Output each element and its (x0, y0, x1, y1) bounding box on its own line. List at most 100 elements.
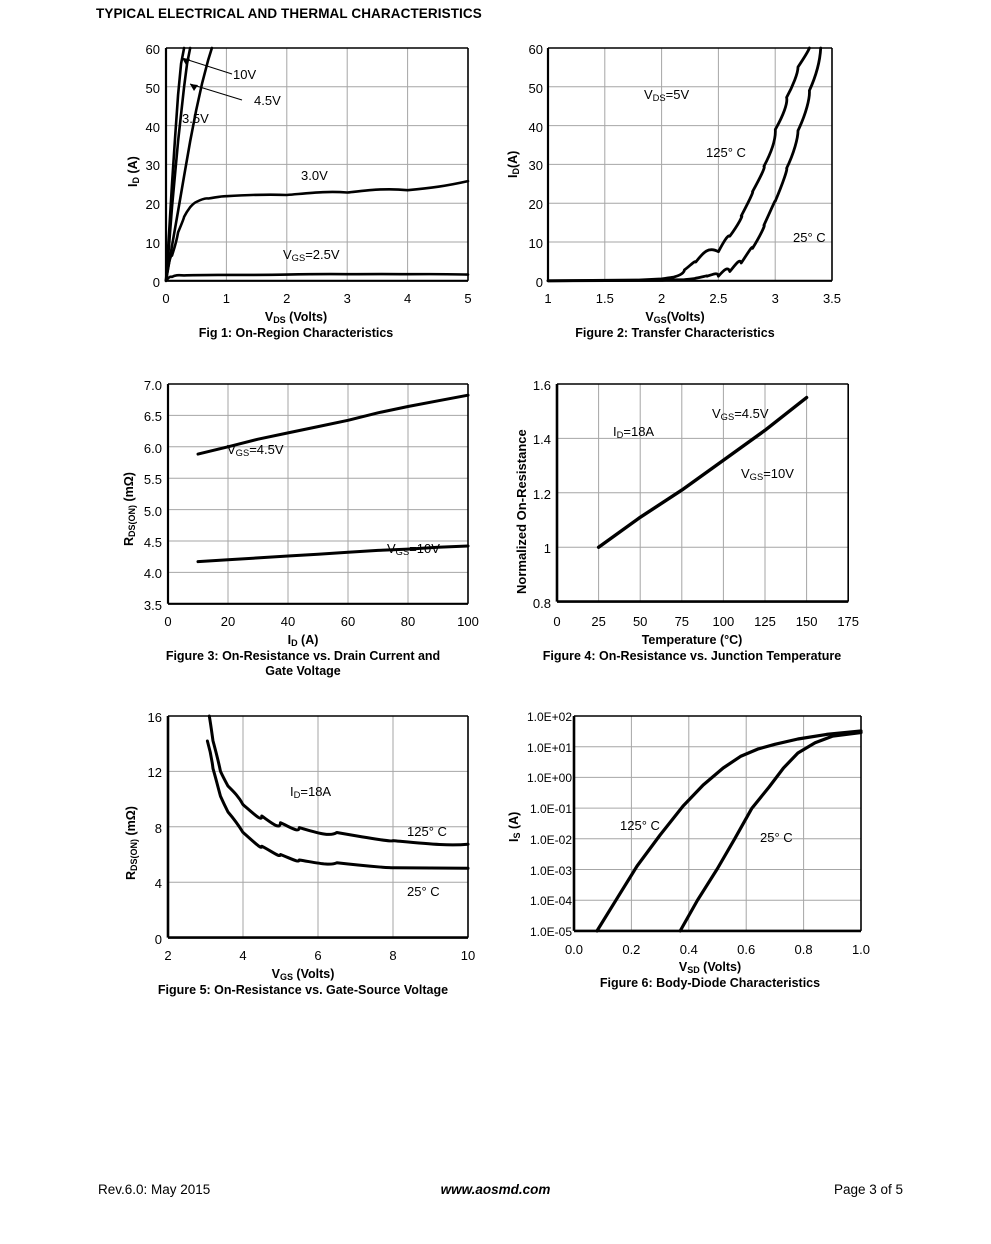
fig2-ytick-50: 50 (528, 80, 543, 96)
fig1-annot-10v: 10V (233, 67, 257, 82)
fig6-ytick-1e0: 1.0E+00 (526, 771, 572, 786)
fig2-ytick-10: 10 (528, 236, 543, 251)
fig2-annot-vds-5v: VDS=5V (644, 87, 690, 104)
fig2-caption: Figure 2: Transfer Characteristics (575, 326, 775, 340)
fig1-ytick-40: 40 (145, 119, 160, 135)
fig1-x-axis-title: VDS (Volts) (264, 310, 328, 325)
fig2-xtick-1: 1 (544, 291, 552, 306)
fig3-annot-vgs-4p5v: VGS=4.5V (227, 442, 284, 459)
fig4-xtick-50: 50 (632, 614, 648, 629)
fig1-ytick-10: 10 (145, 236, 160, 251)
figure-5-on-resistance-vs-gate-source-voltage: 16 12 8 4 0 2 4 6 8 10 RDS(ON) (mΩ) ID=1… (120, 700, 500, 1010)
fig4-plot (555, 383, 850, 603)
fig3-ytick-6p0: 6.0 (143, 440, 162, 456)
fig5-x-axis-title: VGS (Volts) (271, 967, 335, 982)
fig6-xtick-0p4: 0.4 (679, 942, 698, 957)
fig5-xtick-8: 8 (389, 948, 397, 963)
fig3-ytick-5p5: 5.5 (143, 472, 162, 488)
fig1-annot-3p5v: 3.5V (182, 111, 209, 126)
fig5-ytick-16: 16 (147, 710, 162, 725)
fig6-xtick-0p2: 0.2 (622, 942, 641, 957)
fig2-ytick-40: 40 (528, 119, 543, 135)
fig1-curve-3p5v (164, 46, 214, 283)
fig5-xtick-6: 6 (314, 948, 322, 963)
fig5-annot-id-18a: ID=18A (290, 784, 332, 801)
fig2-annot-25c: 25° C (793, 230, 826, 245)
fig1-caption: Fig 1: On-Region Characteristics (198, 326, 394, 340)
fig4-annot-id-18a: ID=18A (613, 424, 655, 441)
fig3-y-axis-title: RDS(ON) (mΩ) (122, 472, 137, 546)
fig3-xtick-0: 0 (164, 614, 172, 629)
fig4-ytick-0p8: 0.8 (532, 595, 551, 611)
fig5-xtick-4: 4 (239, 948, 247, 963)
fig1-annot-vgs-2p5v: VGS=2.5V (283, 247, 340, 264)
fig5-caption: Figure 5: On-Resistance vs. Gate-Source … (157, 983, 449, 997)
fig5-ytick-4: 4 (154, 876, 162, 892)
fig1-xtick-2: 2 (283, 291, 291, 306)
fig3-curve-vgs-10v (196, 544, 470, 564)
footer-website-link[interactable]: www.aosmd.com (440, 1182, 551, 1197)
fig4-xtick-175: 175 (837, 614, 860, 629)
fig2-xtick-1p5: 1.5 (595, 291, 614, 306)
fig3-xtick-100: 100 (457, 614, 479, 629)
fig6-caption: Figure 6: Body-Diode Characteristics (599, 976, 821, 990)
fig3-ytick-4p0: 4.0 (143, 566, 162, 582)
fig1-ytick-20: 20 (145, 197, 160, 213)
fig2-xtick-2: 2 (657, 291, 666, 306)
fig5-ytick-12: 12 (147, 765, 162, 781)
footer-revision: Rev.6.0: May 2015 (98, 1182, 211, 1197)
fig5-curve-125c (207, 714, 470, 847)
figure-6-body-diode-characteristics: 1.0E+02 1.0E+01 1.0E+00 1.0E-01 1.0E-02 … (505, 700, 895, 1010)
fig4-xtick-150: 150 (795, 614, 818, 629)
fig4-curve-normalized-ron (596, 395, 809, 549)
fig6-ytick-1em1: 1.0E-01 (529, 802, 572, 817)
fig5-annot-125c: 125° C (407, 824, 447, 839)
fig5-curve-25c (205, 739, 470, 870)
fig4-ytick-1p2: 1.2 (532, 486, 551, 502)
fig5-xtick-2: 2 (164, 948, 172, 963)
fig6-ytick-1em5: 1.0E-05 (529, 924, 572, 939)
fig1-xtick-4: 4 (403, 291, 412, 306)
fig2-curve-125c (546, 46, 811, 283)
fig3-ytick-3p5: 3.5 (143, 597, 162, 613)
fig6-ytick-1e1: 1.0E+01 (526, 740, 572, 755)
fig3-ytick-5p0: 5.0 (143, 503, 162, 519)
fig1-ytick-30: 30 (145, 158, 160, 174)
fig2-xtick-3: 3 (771, 291, 779, 306)
fig4-annot-vgs-10v: VGS=10V (741, 466, 794, 483)
fig1-xtick-1: 1 (222, 291, 230, 306)
fig4-xtick-0: 0 (553, 614, 561, 629)
fig3-xtick-40: 40 (280, 614, 296, 629)
fig1-y-axis-title: ID (A) (126, 156, 141, 187)
fig6-ytick-1em3: 1.0E-03 (529, 863, 572, 878)
fig6-curve-25c (678, 730, 863, 933)
fig1-annot-3p0v: 3.0V (301, 168, 328, 183)
fig1-plot (164, 46, 470, 283)
fig1-ytick-60: 60 (145, 42, 160, 57)
fig2-x-axis-title: VGS(Volts) (645, 310, 705, 325)
fig3-xtick-60: 60 (340, 614, 356, 629)
fig1-xtick-5: 5 (464, 291, 472, 306)
fig2-annot-125c: 125° C (706, 145, 746, 160)
fig6-x-axis-title: VSD (Volts) (678, 960, 742, 975)
fig1-curve-4p5v (164, 46, 192, 283)
fig5-ytick-0: 0 (154, 931, 162, 947)
fig4-xtick-75: 75 (674, 614, 690, 629)
fig1-xtick-0: 0 (162, 291, 170, 306)
fig4-xtick-125: 125 (754, 614, 776, 629)
fig6-xtick-0p0: 0.0 (564, 942, 584, 957)
fig1-ytick-0: 0 (152, 274, 160, 290)
fig5-annot-25c: 25° C (407, 884, 440, 899)
page-footer: Rev.6.0: May 2015 www.aosmd.com Page 3 o… (0, 1164, 991, 1244)
figure-1-on-region-characteristics: 60 50 40 30 20 10 0 0 1 2 3 4 5 ID (A) (120, 42, 490, 342)
fig4-annot-vgs-4p5v: VGS=4.5V (712, 406, 769, 423)
fig2-xtick-3p5: 3.5 (822, 291, 842, 306)
fig5-plot (166, 714, 470, 939)
fig6-ytick-1em2: 1.0E-02 (529, 832, 572, 847)
fig2-y-axis-title: ID(A) (506, 150, 521, 178)
fig6-ytick-1em4: 1.0E-04 (529, 894, 572, 909)
fig3-ytick-7p0: 7.0 (143, 378, 162, 393)
fig2-xtick-2p5: 2.5 (709, 291, 728, 306)
fig2-curve-25c (546, 46, 823, 283)
fig4-ytick-1: 1 (543, 541, 551, 557)
